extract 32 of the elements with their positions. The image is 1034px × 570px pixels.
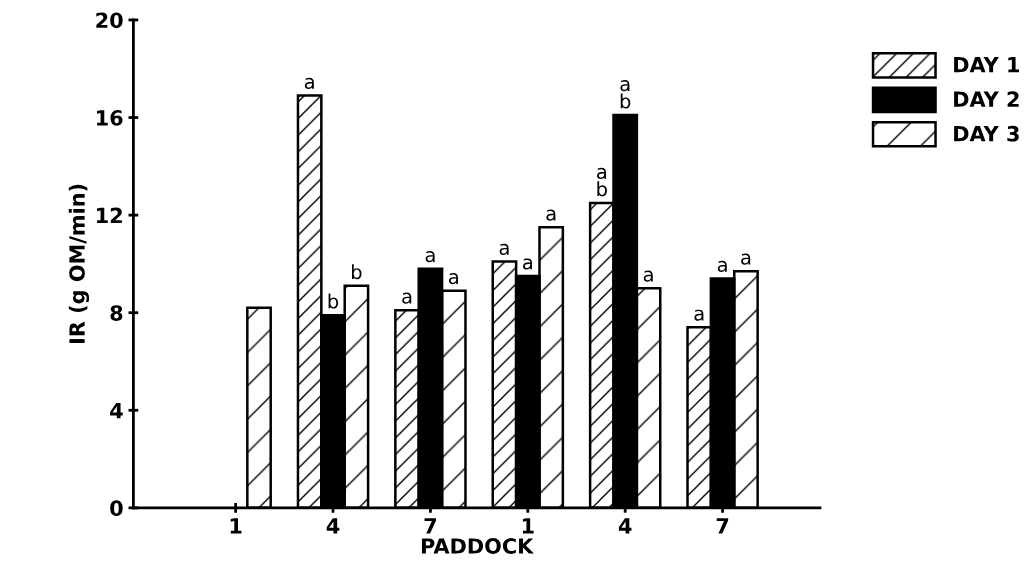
y-tick-label: 8 <box>110 305 123 321</box>
data-label: b <box>351 264 362 280</box>
data-label: a <box>643 270 653 282</box>
x-tick-label: 1 <box>230 518 242 534</box>
data-label: a <box>425 251 435 263</box>
x-tick-label: 7 <box>716 518 729 534</box>
data-label: a b <box>620 80 631 109</box>
data-label: a <box>717 260 727 272</box>
y-tick-label: 12 <box>97 207 122 224</box>
data-label: a <box>402 292 412 304</box>
data-label: a <box>449 273 458 285</box>
y-tick-label: 20 <box>96 12 123 29</box>
data-label: a <box>741 253 751 265</box>
x-tick-label: 4 <box>326 518 340 534</box>
legend-label: DAY 1 <box>954 57 1020 73</box>
y-tick-label: 0 <box>110 500 123 517</box>
y-axis-title: IR (g OM/min) <box>68 184 90 343</box>
x-axis-title: PADDOCK <box>421 538 534 554</box>
data-label: a <box>499 243 509 255</box>
legend-label: DAY 3 <box>954 125 1019 142</box>
data-label: a <box>523 258 532 270</box>
data-label: a b <box>597 167 607 197</box>
y-tick-label: 4 <box>110 403 123 419</box>
x-tick-label: 7 <box>424 518 437 534</box>
data-label: a <box>694 309 704 321</box>
data-label: a <box>546 209 556 221</box>
y-tick-label: 16 <box>97 110 123 126</box>
x-tick-label: 4 <box>618 518 632 534</box>
x-tick-label: 1 <box>522 518 534 534</box>
data-label: a <box>304 77 314 90</box>
legend-label: DAY 2 <box>954 91 1019 107</box>
data-label: b <box>328 293 339 309</box>
